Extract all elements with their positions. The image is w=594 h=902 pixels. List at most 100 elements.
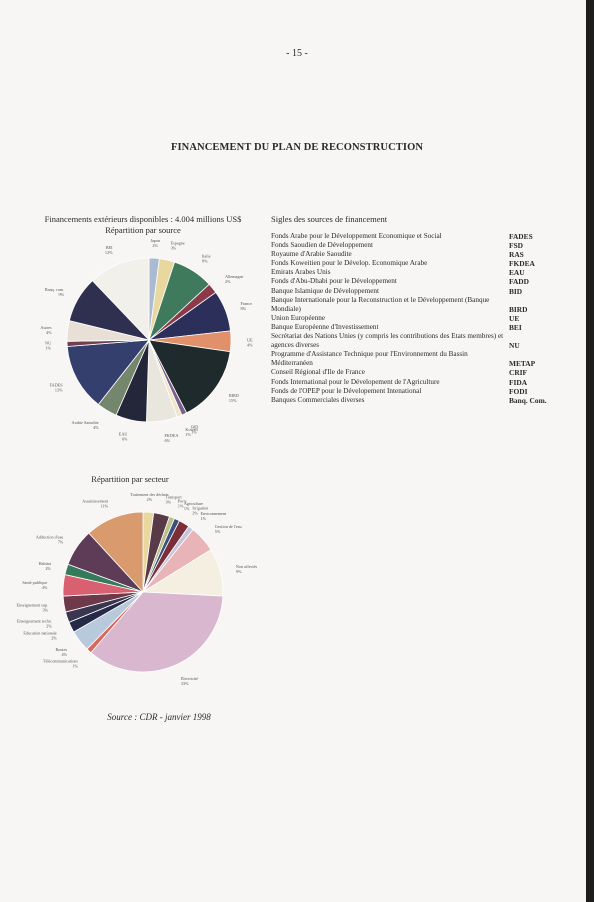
- pie-slice-label: Agriculture: [184, 501, 203, 506]
- pie-slice: [90, 591, 224, 673]
- pie-slice-label: Santé publique: [22, 580, 47, 585]
- legend-row: Secrétariat des Nations Unies (y compris…: [271, 332, 561, 350]
- legend-source-name: Emirats Arabes Unis: [271, 268, 331, 277]
- legend-row: Fonds de l'OPEP pour le Dévelopement Int…: [271, 387, 561, 396]
- pie-slice-label: Arabie Saoudite: [72, 420, 99, 425]
- pie-slice-label: Enseignement techn.: [17, 618, 52, 623]
- legend-list: Fonds Arabe pour le Développement Econom…: [271, 232, 561, 405]
- pie-slice-value: 4%: [61, 652, 67, 657]
- pie-slice-value: 12%: [105, 250, 113, 255]
- pie-slice-label: BID: [191, 424, 198, 429]
- pie-slice-label: FKDEA: [164, 433, 178, 438]
- pie-slice-value: 3%: [43, 608, 49, 613]
- legend-row: Banques Commerciales diverses Banq. Com.: [271, 396, 561, 405]
- legend-source-name: Banques Commerciales diverses: [271, 395, 365, 404]
- pie-slice-value: 4%: [46, 330, 52, 335]
- legend-row: Royaume d'Arabie Saoudite RAS: [271, 250, 561, 259]
- legend-source-name: Banque Européenne d'Investissement: [271, 322, 379, 331]
- pie-slice-label: Habitat: [39, 561, 52, 566]
- legend-source-code: RAS: [509, 250, 524, 260]
- pie-slice-value: 4%: [247, 343, 253, 348]
- pie-slice-value: 2%: [147, 497, 153, 502]
- pie-slice-value: 2%: [225, 279, 231, 284]
- legend-source-code: BIRD: [509, 304, 528, 314]
- legend-source-name: Fonds de l'OPEP pour le Dévelopement Int…: [271, 386, 422, 395]
- pie-slice-value: 3%: [171, 245, 177, 250]
- legend-source-name: Fonds International pour le Dévelopement…: [271, 377, 440, 386]
- pie-slice-value: 9%: [59, 292, 65, 297]
- pie-slice-label: Espagne: [171, 240, 185, 245]
- legend-row: Programme d'Assistance Technique pour l'…: [271, 350, 561, 368]
- chart1-subcaption: Répartition par source: [105, 225, 181, 235]
- pie-slice-value: 8%: [241, 306, 247, 311]
- pie-slice-value: 2%: [152, 243, 158, 248]
- pie-slice-value: 33%: [181, 681, 189, 686]
- pie-slice-label: Non affectés: [236, 564, 258, 569]
- pie-slice-value: 1%: [185, 432, 191, 437]
- legend-source-code: CRIF: [509, 368, 528, 378]
- legend-source-code: FADES: [509, 232, 533, 241]
- pie-slice-value: 1%: [46, 346, 52, 351]
- pie-slice-value: 2%: [51, 635, 57, 640]
- pie-slice-label: Italie: [202, 254, 211, 259]
- legend-source-name: Fonds Koweitien pour le Dévelop. Economi…: [271, 259, 428, 268]
- pie-slice-value: 1%: [200, 516, 206, 521]
- page-title: FINANCEMENT DU PLAN DE RECONSTRUCTION: [170, 142, 424, 153]
- pie-slice-value: 1%: [178, 504, 184, 509]
- pie-slice-value: 1%: [191, 429, 197, 434]
- pie-slice-value: 4%: [42, 585, 48, 590]
- pie-slice-label: Autres: [40, 325, 52, 330]
- pie-slice-label: Assainissement: [82, 499, 109, 504]
- page-edge-shadow: [586, 0, 594, 902]
- pie-slice-label: FADES: [50, 382, 64, 387]
- legend-source-code: FSD: [509, 241, 523, 251]
- pie-slice-value: 15%: [229, 398, 237, 403]
- legend-source-name: Banque Internationale pour la Reconstruc…: [271, 295, 490, 313]
- pie-slice-label: Koweït: [185, 427, 198, 432]
- legend-row: Banque Islamique de Développement BID: [271, 287, 561, 296]
- legend-source-code: FIDA: [509, 377, 528, 387]
- legend-row: Emirats Arabes Unis EAU: [271, 268, 561, 277]
- legend-source-code: Banq. Com.: [509, 395, 547, 405]
- legend-source-code: FODI: [509, 386, 528, 396]
- pie-slice-value: 4%: [93, 425, 99, 430]
- legend-row: Fonds d'Abu-Dhabi pour le Développement F…: [271, 277, 561, 286]
- pie-slice-label: Ports: [178, 499, 187, 504]
- chart2-caption: Répartition par secteur: [91, 474, 169, 484]
- pie-slice-label: BIRD: [229, 393, 239, 398]
- pie-slice-label: Routes: [55, 647, 67, 652]
- pie-slice: [88, 511, 144, 594]
- pie-slice-value: 1%: [72, 664, 78, 669]
- legend-row: Conseil Régional d'Ile de France CRIF: [271, 368, 561, 377]
- legend-source-name: Conseil Régional d'Ile de France: [271, 368, 365, 377]
- pie-slice-value: 7%: [58, 539, 64, 544]
- pie-slice-label: Education nationale: [23, 630, 57, 635]
- pie-slice-value: 1%: [184, 506, 190, 511]
- legend-title: Sigles des sources de financement: [271, 214, 388, 224]
- pie-slice-label: Adduction d'eau: [36, 534, 64, 539]
- pie-slice-value: 6%: [122, 437, 128, 442]
- legend-row: Banque Internationale pour la Reconstruc…: [271, 296, 561, 314]
- legend-source-name: Fonds Saoudien de Développement: [271, 241, 374, 250]
- legend-source-name: Fonds d'Abu-Dhabi pour le Développement: [271, 277, 397, 286]
- pie-slice-label: NU: [45, 341, 51, 346]
- pie-slice-value: 2%: [46, 623, 52, 628]
- pie-slice-label: EAU: [119, 432, 128, 437]
- pie-slice-label: BEI: [106, 245, 113, 250]
- legend-source-code: UE: [509, 313, 520, 323]
- pie-slice-label: UE: [247, 338, 253, 343]
- legend-source-name: Union Européenne: [271, 313, 326, 322]
- pie-slice-label: Traitement des déchets: [130, 492, 169, 497]
- legend-row: Fonds Koweitien pour le Dévelop. Economi…: [271, 259, 561, 268]
- pie-slice-value: 2%: [45, 566, 51, 571]
- pie-slice-label: Banq. com.: [45, 287, 64, 292]
- pie-slice-value: 3%: [165, 500, 171, 505]
- pie-slice-label: Télécommunications: [43, 659, 78, 664]
- pie-slice-label: Irrigation: [192, 506, 209, 511]
- pie-slice-value: 13%: [55, 387, 63, 392]
- legend-source-code: NU: [509, 341, 520, 351]
- pie-slice: [148, 339, 231, 414]
- pie-slice-label: Gestion de l'eau: [215, 524, 243, 529]
- legend-row: Fonds Saoudien de Développement FSD: [271, 241, 561, 250]
